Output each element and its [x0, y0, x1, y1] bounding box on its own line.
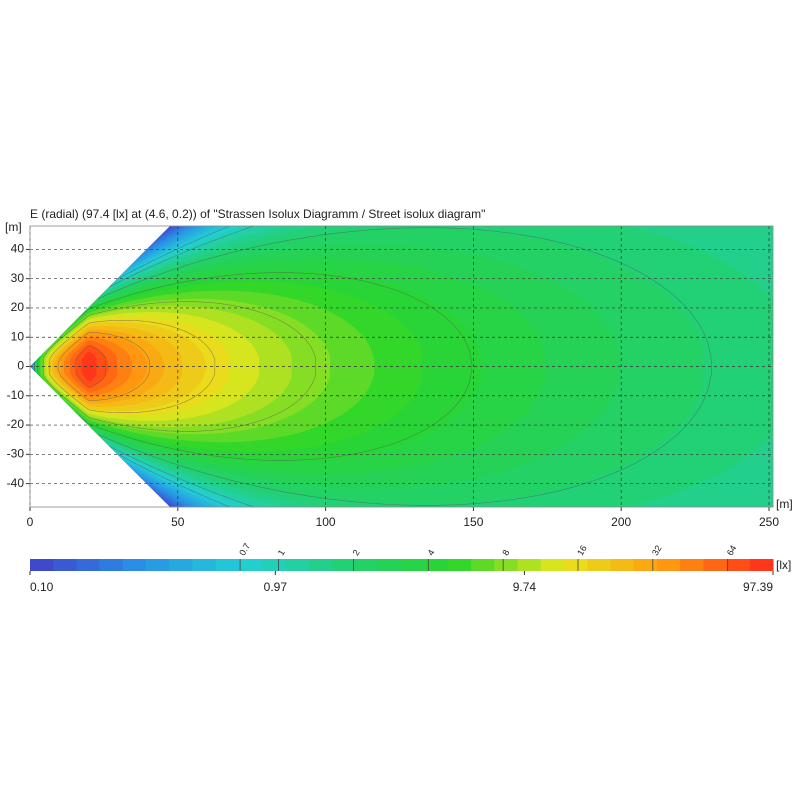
y-tick-label: 20: [11, 300, 25, 314]
colorbar-contour-label: 2: [351, 548, 362, 557]
isolux-line: [75, 345, 106, 388]
colorbar-step: [564, 559, 588, 571]
colorbar-step: [424, 559, 449, 571]
y-axis-label: [m]: [5, 220, 22, 234]
colorbar-step: [540, 559, 565, 571]
colorbar-contour-label: 16: [575, 544, 589, 558]
y-tick-label: 40: [11, 242, 25, 256]
colorbar-contour-label: 8: [500, 548, 511, 557]
colorbar-step: [308, 559, 333, 571]
colorbar-tick-label: 9.74: [513, 580, 537, 594]
x-tick-label: 100: [316, 515, 336, 529]
colorbar-tick-label: 0.10: [30, 580, 54, 594]
colorbar-step: [610, 559, 635, 571]
y-tick-label: 0: [17, 359, 24, 373]
y-tick-label: 30: [11, 271, 25, 285]
y-tick-label: 10: [11, 329, 25, 343]
colorbar-step: [726, 559, 751, 571]
y-tick-label: -40: [7, 476, 25, 490]
colorbar-step: [447, 559, 472, 571]
colorbar-step: [401, 559, 426, 571]
chart-title: E (radial) (97.4 [lx] at (4.6, 0.2)) of …: [30, 207, 485, 221]
plot-frame: [29, 225, 774, 508]
colorbar-step: [494, 559, 519, 571]
y-tick-label: -30: [7, 446, 25, 460]
colorbar-step: [192, 559, 217, 571]
colorbar-step: [122, 559, 147, 571]
colorbar-contour-label: 64: [725, 544, 739, 558]
colorbar-tick-label: 97.39: [743, 580, 773, 594]
isolux-line: [37, 272, 473, 461]
isolux-band: [81, 351, 97, 382]
colorbar-contour-label: 1: [276, 548, 287, 557]
isolux-line: [34, 227, 712, 506]
x-tick-label: 50: [171, 515, 185, 529]
colorbar-step: [76, 559, 101, 571]
colorbar-step: [99, 559, 124, 571]
colorbar-contour-label: 32: [650, 544, 664, 558]
colorbar-step: [215, 559, 240, 571]
x-tick-label: 250: [759, 515, 779, 529]
colorbar-step: [238, 559, 263, 571]
isolux-line: [43, 301, 316, 432]
y-tick-label: -20: [7, 417, 25, 431]
colorbar-step: [703, 559, 728, 571]
x-tick-label: 0: [27, 515, 34, 529]
colorbar-tick-label: 0.97: [264, 580, 288, 594]
colorbar-step: [262, 559, 286, 571]
isolux-line: [57, 331, 150, 402]
colorbar-step: [355, 559, 379, 571]
colorbar-step: [656, 559, 681, 571]
colorbar-step: [749, 559, 774, 571]
y-tick-label: -10: [7, 388, 25, 402]
colorbar-step: [680, 559, 704, 571]
colorbar-step: [331, 559, 356, 571]
colorbar-contour-label: 4: [425, 548, 436, 557]
colorbar-step: [471, 559, 495, 571]
colorbar-label: [lx]: [776, 558, 791, 572]
colorbar-step: [285, 559, 310, 571]
colorbar-step: [517, 559, 542, 571]
colorbar-step: [633, 559, 658, 571]
colorbar-step: [146, 559, 170, 571]
colorbar-step: [53, 559, 77, 571]
x-tick-label: 200: [611, 515, 631, 529]
isolux-line: [48, 320, 216, 413]
colorbar-step: [378, 559, 402, 571]
colorbar-step: [169, 559, 194, 571]
colorbar-step: [587, 559, 611, 571]
colorbar-step: [30, 559, 54, 571]
x-axis-label: [m]: [776, 497, 793, 511]
x-tick-label: 150: [463, 515, 483, 529]
